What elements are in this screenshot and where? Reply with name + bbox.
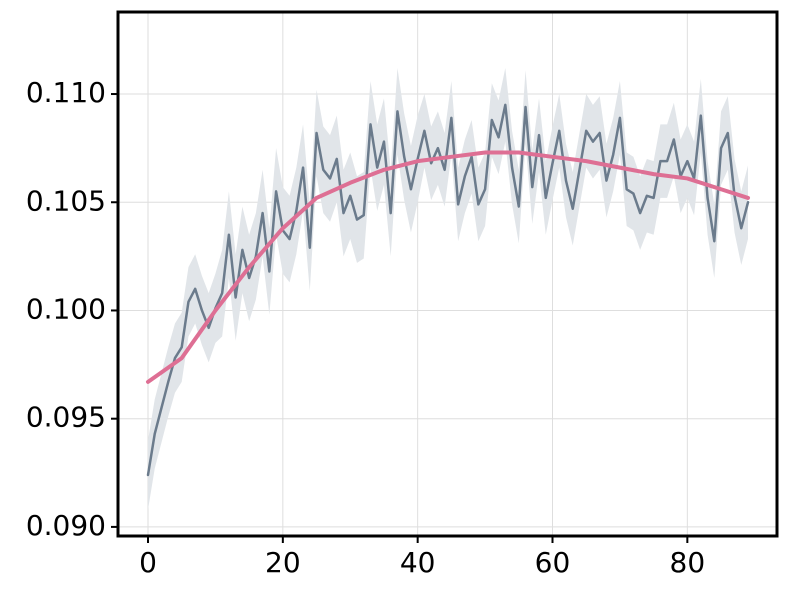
x-tick-label: 60 (535, 546, 571, 579)
data-line (146, 103, 750, 477)
x-tick-label: 80 (670, 546, 706, 579)
trend-line (146, 150, 751, 384)
plot-frame (116, 10, 779, 538)
y-tick-label: 0.095 (26, 401, 106, 434)
y-tick-label: 0.100 (26, 292, 106, 325)
x-tick-label: 20 (265, 546, 301, 579)
y-tick-label: 0.105 (26, 184, 106, 217)
error-band (148, 68, 749, 510)
x-tick-label: 0 (139, 546, 157, 579)
y-tick-label: 0.090 (26, 509, 106, 542)
x-tick-label: 40 (400, 546, 436, 579)
y-tick-label: 0.110 (26, 76, 106, 109)
